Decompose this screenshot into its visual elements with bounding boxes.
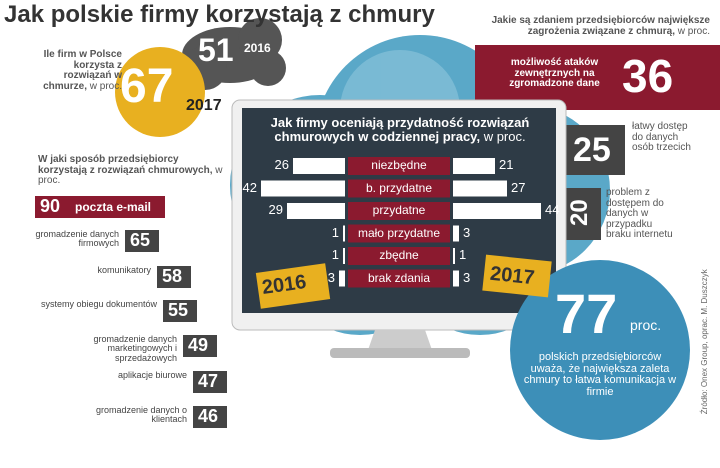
gold-circle [115, 47, 205, 137]
usage-value: 46 [198, 406, 219, 426]
threat-value: 20 [565, 199, 593, 226]
value-2016: 26 [274, 157, 289, 172]
usage-label: gromadzenie danych firmowych [35, 229, 119, 249]
rating-label-box [348, 157, 450, 175]
usage-label: systemy obiegu dokumentów [40, 299, 157, 309]
source: Źródło: Onex Group, oprac. M. Duszczyk [699, 269, 709, 415]
usage-label: komunikatory [97, 265, 151, 275]
usage-label: aplikacje biurowe [117, 370, 187, 380]
advantage-unit: proc. [630, 317, 662, 333]
usage-label: poczta e-mail [75, 200, 152, 214]
rating-label: mało przydatne [357, 225, 441, 240]
usage-label: gromadzenie danych marketingowych i sprz… [93, 334, 177, 363]
bar-2016 [293, 158, 345, 174]
usage-value: 55 [168, 300, 189, 320]
usage-box [157, 266, 191, 288]
rating-label: niezbędne [371, 158, 427, 172]
rating-label-box [348, 224, 450, 243]
value-2017: 27 [511, 179, 526, 195]
year: 2017 [186, 97, 222, 114]
rating-label: przydatne [372, 203, 426, 217]
advantage-value: 77 [555, 282, 618, 345]
bar-2016 [343, 248, 345, 264]
rating-label-box [348, 269, 450, 288]
value-2017: 44 [545, 202, 560, 217]
usage-value: 49 [188, 335, 209, 355]
usage-box [193, 371, 227, 393]
adoption-question: Ile firm w Polsce korzysta z rozwiązań w… [43, 49, 122, 92]
bar-2016 [343, 225, 345, 242]
usage-box [183, 335, 217, 357]
bar-2017 [453, 270, 459, 287]
rating-label: b. przydatne [365, 180, 433, 195]
value-2016: 1 [331, 224, 339, 240]
threat-value: 36 [622, 50, 674, 102]
usage-box [193, 406, 227, 428]
value-2016: 3 [327, 269, 335, 285]
usage-box [125, 230, 159, 252]
threat-band [475, 45, 720, 110]
rating-label-box [348, 202, 450, 220]
year-note: 2017 [489, 262, 536, 290]
value-2017: 3 [463, 269, 471, 285]
bar-2016 [261, 180, 345, 197]
usage-value: 58 [162, 266, 183, 286]
value-2017: 1 [459, 247, 467, 262]
title: Jak polskie firmy korzystają z chmury [4, 1, 435, 28]
bar-2017 [453, 158, 495, 174]
rating-label-box [348, 247, 450, 265]
rating-label-box [348, 179, 450, 198]
bar-2017 [453, 248, 455, 264]
year: 2016 [244, 41, 271, 55]
threat-label: problem z dostępem do danych w przypadku… [606, 187, 673, 240]
threat-label: możliwość ataków zewnętrznych na zgromad… [509, 57, 600, 89]
bar-2017 [453, 203, 541, 219]
bar-2017 [453, 180, 507, 197]
threat-value: 25 [573, 131, 611, 169]
rating-label: brak zdania [367, 270, 431, 285]
threats-question: Jakie są zdaniem przedsiębiorców najwięk… [491, 15, 710, 37]
value-2016: 42 [242, 179, 257, 195]
value-2016: 1 [331, 247, 339, 262]
value-2016: 29 [268, 202, 283, 217]
advantage-circle [510, 260, 690, 440]
usage-value: 65 [130, 230, 151, 250]
usage-box [163, 300, 197, 322]
rating-question: Jak firmy oceniają przydatność rozwiązań… [270, 115, 530, 144]
value-2017: 21 [499, 157, 514, 172]
value: 67 [120, 60, 174, 113]
usage-question: W jaki sposób przedsiębiorcy korzystają … [38, 154, 223, 186]
bar-2016 [339, 270, 345, 287]
value: 51 [198, 32, 234, 68]
bar-2016 [287, 203, 345, 219]
usage-value: 90 [40, 196, 61, 216]
rating-label: zbędne [379, 248, 419, 262]
bar-2017 [453, 225, 459, 242]
advantage-text: polskich przedsiębiorców uważa, że najwi… [523, 351, 677, 398]
threat-label: łatwy dostęp do danych osób trzecich [632, 121, 691, 153]
value-2017: 3 [463, 224, 471, 240]
usage-value: 47 [198, 371, 219, 391]
usage-label: gromadzenie danych o klientach [95, 405, 187, 425]
